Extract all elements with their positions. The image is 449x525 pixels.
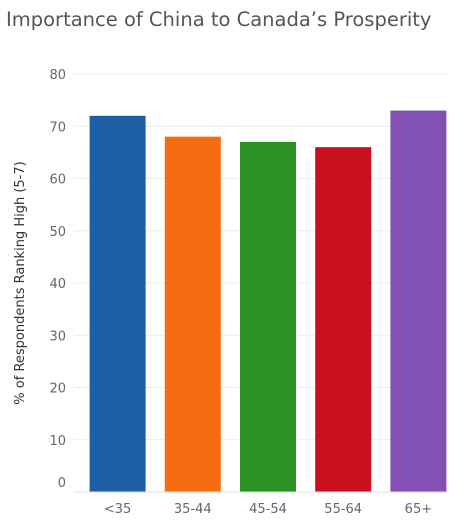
y-tick-label: 30 bbox=[49, 329, 66, 344]
y-tick-label: 20 bbox=[49, 382, 66, 397]
bar[interactable] bbox=[240, 141, 296, 493]
x-tick-label: <35 bbox=[104, 502, 131, 517]
chart-title: Importance of China to Canada’s Prosperi… bbox=[6, 8, 432, 31]
bar[interactable] bbox=[315, 147, 372, 492]
bar[interactable] bbox=[89, 115, 146, 493]
bar[interactable] bbox=[390, 110, 447, 492]
y-tick-label: 60 bbox=[49, 173, 66, 188]
x-tick-label: 65+ bbox=[405, 502, 432, 517]
y-axis-ticks: 0 10 20 30 40 50 60 70 80 bbox=[49, 68, 66, 491]
bars bbox=[89, 110, 447, 493]
y-tick-label: 10 bbox=[49, 434, 66, 449]
y-tick-label: 40 bbox=[49, 277, 66, 292]
y-tick-label: 50 bbox=[49, 225, 66, 240]
x-tick-label: 35-44 bbox=[174, 502, 212, 517]
x-axis-ticks: <35 35-44 45-54 55-64 65+ bbox=[104, 502, 432, 517]
y-tick-label: 80 bbox=[49, 68, 66, 83]
x-tick-label: 55-64 bbox=[324, 502, 362, 517]
y-tick-label: 70 bbox=[49, 120, 66, 135]
bar[interactable] bbox=[164, 136, 221, 492]
y-tick-label: 0 bbox=[58, 476, 66, 491]
y-axis-label: % of Respondents Ranking High (5-7) bbox=[13, 161, 28, 404]
x-tick-label: 45-54 bbox=[249, 502, 287, 517]
